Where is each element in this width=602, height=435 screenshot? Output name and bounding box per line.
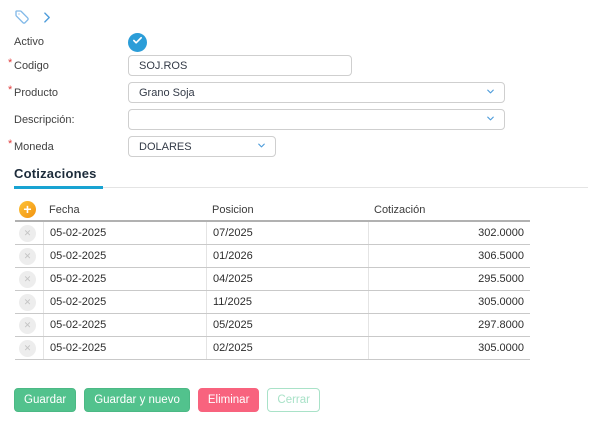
delete-row-button[interactable]: ✕ (19, 293, 36, 311)
header-action-cell: + (15, 201, 43, 218)
guardar-button[interactable]: Guardar (14, 388, 77, 412)
cell-posicion: 04/2025 (206, 268, 368, 290)
table-row: ✕ 05-02-2025 01/2026 306.5000 (15, 245, 530, 268)
producto-value: Grano Soja (139, 86, 195, 99)
cell-posicion: 05/2025 (206, 314, 368, 336)
cell-cotizacion: 305.0000 (368, 291, 530, 313)
activo-checkbox[interactable] (128, 32, 147, 52)
cotizaciones-table: + Fecha Posicion Cotización ✕ 05-02-2025… (15, 199, 530, 360)
column-header-cotizacion: Cotización (374, 203, 426, 216)
cell-fecha: 05-02-2025 (43, 268, 206, 290)
tab-cotizaciones[interactable]: Cotizaciones (14, 166, 103, 189)
codigo-input[interactable] (128, 55, 352, 76)
cerrar-button[interactable]: Cerrar (267, 388, 320, 412)
delete-row-button[interactable]: ✕ (19, 270, 36, 288)
producto-label: * Producto (8, 83, 59, 99)
row-action-cell: ✕ (15, 316, 43, 334)
cell-fecha: 05-02-2025 (43, 245, 206, 267)
required-asterisk: * (8, 56, 13, 69)
row-action-cell: ✕ (15, 224, 43, 242)
action-buttons: Guardar Guardar y nuevo Eliminar Cerrar (14, 388, 588, 412)
cell-cotizacion: 305.0000 (368, 337, 530, 359)
chevron-right-icon (40, 11, 53, 24)
table-row: ✕ 05-02-2025 04/2025 295.5000 (15, 268, 530, 291)
chevron-down-icon (485, 111, 496, 129)
tabbar: Cotizaciones (14, 165, 588, 189)
cell-cotizacion: 295.5000 (368, 268, 530, 290)
breadcrumb (14, 8, 588, 26)
descripcion-label: Descripción: (14, 113, 75, 126)
chevron-down-icon (485, 84, 496, 102)
cell-cotizacion: 297.8000 (368, 314, 530, 336)
delete-row-button[interactable]: ✕ (19, 247, 36, 265)
table-row: ✕ 05-02-2025 07/2025 302.0000 (15, 222, 530, 245)
cell-cotizacion: 302.0000 (368, 222, 530, 244)
moneda-select[interactable]: DOLARES (128, 136, 276, 157)
cell-fecha: 05-02-2025 (43, 314, 206, 336)
producto-select[interactable]: Grano Soja (128, 82, 505, 103)
activo-label: Activo (14, 36, 44, 48)
cell-posicion: 11/2025 (206, 291, 368, 313)
guardar-y-nuevo-button[interactable]: Guardar y nuevo (84, 388, 190, 412)
field-descripcion: Descripción: (14, 109, 588, 130)
codigo-label: * Codigo (8, 56, 49, 72)
column-header-fecha: Fecha (49, 203, 80, 216)
row-action-cell: ✕ (15, 270, 43, 288)
add-row-button[interactable]: + (19, 201, 36, 218)
table-row: ✕ 05-02-2025 05/2025 297.8000 (15, 314, 530, 337)
chevron-down-icon (256, 138, 267, 156)
field-producto: * Producto Grano Soja (8, 82, 588, 103)
cell-fecha: 05-02-2025 (43, 291, 206, 313)
tag-icon[interactable] (14, 9, 30, 25)
column-header-posicion: Posicion (212, 203, 254, 216)
cell-posicion: 07/2025 (206, 222, 368, 244)
table-row: ✕ 05-02-2025 11/2025 305.0000 (15, 291, 530, 314)
table-row: ✕ 05-02-2025 02/2025 305.0000 (15, 337, 530, 360)
descripcion-select[interactable] (128, 109, 505, 130)
eliminar-button[interactable]: Eliminar (197, 388, 260, 412)
row-action-cell: ✕ (15, 339, 43, 357)
delete-row-button[interactable]: ✕ (19, 316, 36, 334)
cell-fecha: 05-02-2025 (43, 222, 206, 244)
moneda-label: * Moneda (8, 137, 54, 153)
field-moneda: * Moneda DOLARES (8, 136, 588, 157)
field-codigo: * Codigo (8, 55, 588, 76)
table-header-row: + Fecha Posicion Cotización (15, 199, 530, 222)
cell-cotizacion: 306.5000 (368, 245, 530, 267)
delete-row-button[interactable]: ✕ (19, 339, 36, 357)
delete-row-button[interactable]: ✕ (19, 224, 36, 242)
required-asterisk: * (8, 83, 13, 96)
row-action-cell: ✕ (15, 247, 43, 265)
check-icon (132, 33, 143, 51)
cell-fecha: 05-02-2025 (43, 337, 206, 359)
cell-posicion: 02/2025 (206, 337, 368, 359)
field-activo: Activo (14, 32, 588, 52)
row-action-cell: ✕ (15, 293, 43, 311)
cell-posicion: 01/2026 (206, 245, 368, 267)
moneda-value: DOLARES (139, 140, 192, 153)
required-asterisk: * (8, 137, 13, 150)
